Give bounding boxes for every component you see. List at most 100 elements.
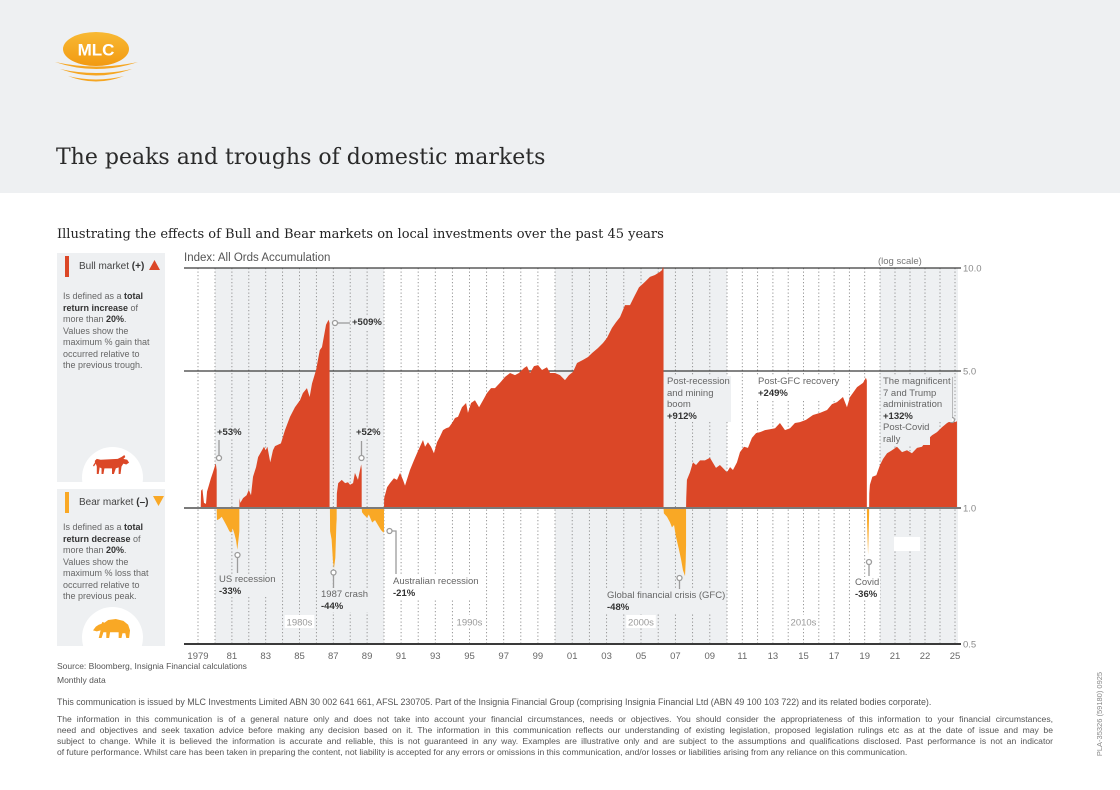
x-tick-label: 91: [396, 651, 407, 662]
blank-label-box: [894, 537, 920, 551]
description-emphasis: 20%: [106, 545, 125, 555]
disclaimer-line: of future performance. Whilst care has b…: [57, 747, 908, 757]
annotation-label: Post-Covid: [883, 422, 930, 433]
description-text: of more than: [63, 302, 139, 325]
y-tick-label: 10.0: [963, 264, 982, 275]
bull-legend-sign: (+): [131, 261, 145, 272]
bear-color-bar: [65, 492, 69, 513]
x-tick-label: 11: [737, 651, 747, 662]
annotation-value: -21%: [393, 587, 416, 599]
annotation-label: Post-recession: [667, 376, 730, 387]
annotation-australian-recession: Australian recession -21%: [392, 576, 480, 599]
annotation-post-gfc-recovery: Post-GFC recovery +249%: [757, 376, 841, 399]
axis-layer: [184, 507, 961, 645]
bear-market-area: [663, 508, 687, 577]
annotation-label: rally: [883, 433, 901, 445]
x-tick-label: 99: [533, 651, 544, 662]
description-text: . Values show the maximum % loss that oc…: [63, 545, 149, 601]
annotation-value: -36%: [855, 588, 878, 600]
annotation-value: +249%: [758, 387, 788, 399]
bull-market-area: [384, 266, 664, 508]
annotation-post-covid-rally: Post-Covid rally: [882, 422, 931, 445]
annotation-bull-1980s: +509%: [351, 317, 383, 329]
x-tick-label: 07: [670, 651, 681, 662]
description-text: Is defined as a: [63, 522, 125, 532]
bear-legend-label: Bear market: [79, 497, 134, 508]
bear-market-area: [329, 508, 337, 569]
bull-market-area: [336, 464, 362, 508]
bull-market-area: [200, 463, 217, 508]
decade-label-bg: [626, 615, 656, 628]
annotation-marker: [358, 454, 365, 462]
decade-label: 1990s: [457, 618, 483, 629]
x-tick-label: 13: [768, 651, 779, 662]
bear-market-area: [216, 508, 240, 550]
annotation-value: +53%: [217, 427, 242, 438]
bull-market-area: [869, 420, 957, 508]
annotation-layer: [215, 319, 956, 589]
logo-text: MLC: [78, 41, 115, 60]
annotation-bull-1979: +53%: [216, 427, 243, 439]
annotation-marker: [676, 574, 683, 582]
logo-dome: [63, 32, 129, 66]
logo-ring: [60, 69, 132, 76]
gridline-layer: [184, 267, 961, 644]
x-tick-label: 15: [798, 651, 809, 662]
annotation-marker: [234, 551, 241, 559]
annotation-gfc: Global financial crisis (GFC) -48%: [606, 590, 727, 613]
disclaimer-line: subject to change. While it is believed …: [57, 736, 1053, 746]
data-frequency-note: Monthly data: [57, 675, 106, 685]
x-tick-label: 25: [950, 651, 961, 662]
bull-color-bar: [65, 256, 69, 277]
disclaimer: The information in this communication is…: [57, 714, 1053, 758]
description-text: Is defined as a: [63, 291, 125, 301]
y-tick-label: 0.5: [963, 640, 976, 651]
description-emphasis: total return decrease: [63, 522, 144, 544]
annotation-mining-boom: Post-recession and mining boom +912%: [666, 376, 731, 422]
x-tick-label: 93: [430, 651, 441, 662]
annotation-leader-line: [392, 530, 397, 574]
x-tick-label: 83: [260, 651, 271, 662]
bear-market-area: [866, 508, 870, 555]
bear-legend-description: Is defined as a total return decrease of…: [63, 522, 152, 603]
bull-icon: [93, 455, 130, 475]
annotation-label: and mining: [667, 387, 714, 399]
annotation-label: boom: [667, 399, 691, 410]
decade-label-bg: [788, 615, 819, 628]
annotation-label: Global financial crisis (GFC): [607, 590, 726, 601]
tick-label-layer: 1980s 1990s 2000s 2010s 10.0 5.0 1.0 0.5 1979 81 8…: [187, 264, 981, 663]
chart-subtitle: Illustrating the effects of Bull and Bea…: [57, 227, 664, 242]
annotation-value: +52%: [356, 427, 381, 438]
x-tick-label: 87: [328, 651, 339, 662]
annotation-label: Australian recession: [393, 576, 479, 587]
x-tick-label: 81: [227, 651, 238, 662]
decade-label-bg: [454, 615, 485, 628]
x-tick-label: 03: [601, 651, 612, 662]
annotation-bull-1988: +52%: [355, 427, 382, 439]
mlc-logo: MLC: [55, 32, 138, 82]
annotation-value: +509%: [352, 317, 382, 328]
document-code: PLA-35326 (59180) 0925: [1095, 671, 1104, 757]
annotation-marker: [865, 558, 873, 566]
annotation-marker: [386, 527, 393, 535]
annotation-label: Post-GFC recovery: [758, 376, 840, 387]
x-tick-label: 05: [636, 651, 647, 662]
description-text: . Values show the maximum % gain that oc…: [63, 314, 150, 370]
logo-ring: [68, 76, 124, 82]
annotation-1987-crash: 1987 crash -44%: [320, 589, 370, 612]
annotation-marker: [331, 319, 339, 327]
x-tick-label: 89: [362, 651, 373, 662]
bear-legend-sign: (–): [136, 497, 149, 508]
header-band: [0, 0, 1120, 193]
annotation-value: -33%: [219, 585, 242, 597]
bull-market-area: [239, 319, 330, 508]
y-tick-label: 1.0: [963, 504, 976, 515]
annotation-label: Covid: [855, 577, 880, 588]
annotation-label: 1987 crash: [321, 589, 369, 600]
x-tick-label: 21: [890, 651, 901, 662]
bull-legend-label: Bull market: [79, 261, 130, 272]
annotation-label: The magnificent: [883, 376, 951, 387]
bear-market-area: [361, 508, 384, 533]
x-tick-label: 95: [464, 651, 475, 662]
